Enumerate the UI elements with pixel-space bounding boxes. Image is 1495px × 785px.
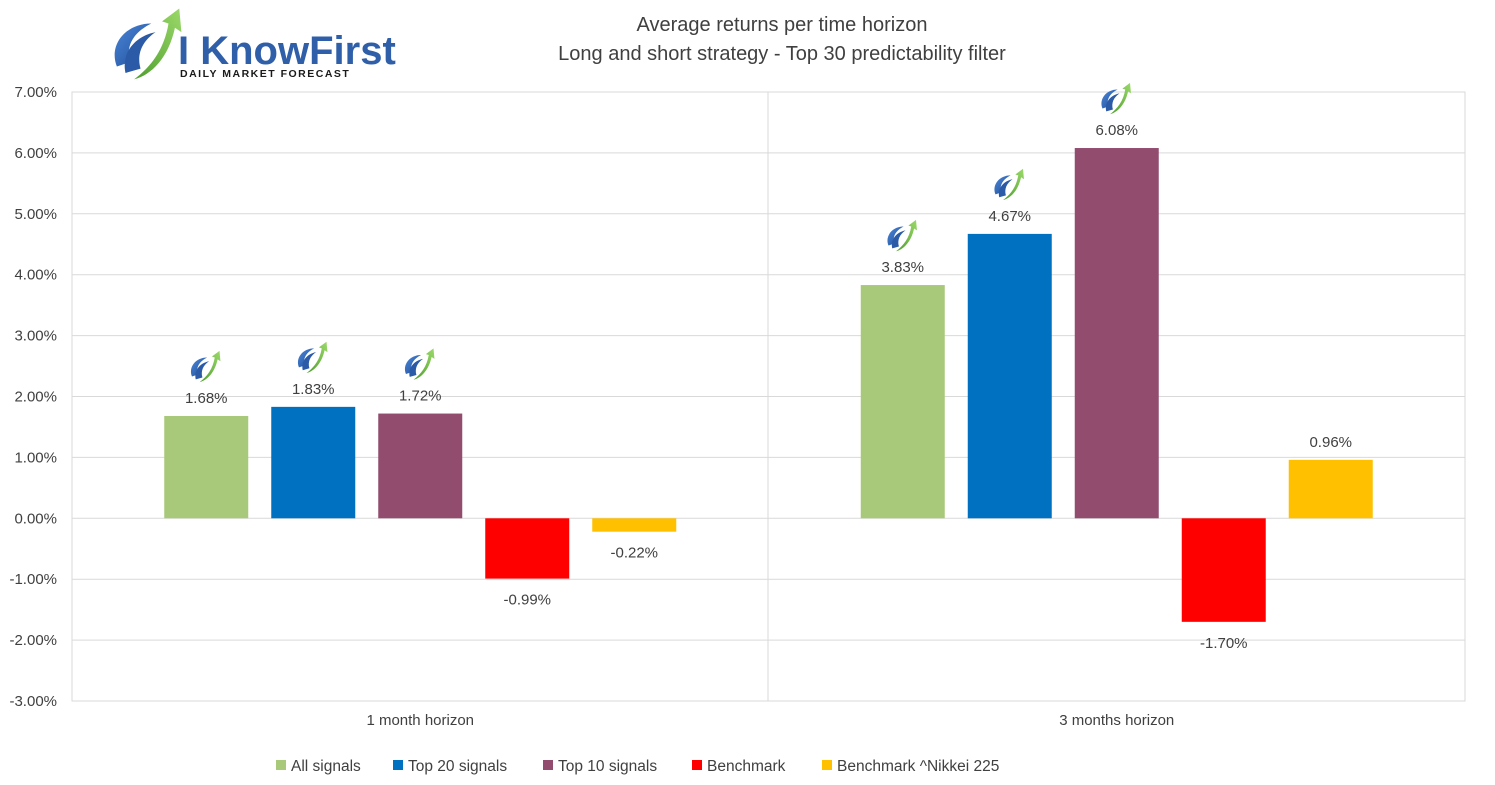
legend-swatch bbox=[692, 760, 702, 770]
legend-swatch bbox=[393, 760, 403, 770]
y-tick-label: 0.00% bbox=[14, 510, 57, 527]
category-label: 1 month horizon bbox=[366, 712, 474, 729]
y-tick-label: 1.00% bbox=[14, 449, 57, 466]
chart-title: Average returns per time horizon bbox=[637, 14, 928, 36]
data-label: -1.70% bbox=[1200, 635, 1248, 652]
legend-label: Top 10 signals bbox=[558, 758, 657, 775]
data-label: 1.72% bbox=[399, 388, 442, 405]
data-label: -0.22% bbox=[610, 545, 658, 562]
logo-badge-icon bbox=[190, 350, 221, 383]
legend-label: Benchmark bbox=[707, 758, 786, 775]
data-label: 1.83% bbox=[292, 381, 335, 398]
bar-benchmark-nikkei-225-1 bbox=[592, 518, 677, 532]
y-tick-label: 6.00% bbox=[14, 145, 57, 162]
legend: All signals Top 20 signals Top 10 signals B… bbox=[276, 758, 999, 775]
data-labels: 1.68% 1.83% 1.72% -0.99% -0.22% 3.83% 4.67% 6.0… bbox=[185, 122, 1352, 652]
legend-item: Benchmark ^Nikkei 225 bbox=[822, 758, 999, 775]
bar-all-signals-2 bbox=[860, 285, 945, 519]
legend-label: Top 20 signals bbox=[408, 758, 507, 775]
data-label: 6.08% bbox=[1095, 122, 1138, 139]
y-tick-label: 5.00% bbox=[14, 206, 57, 223]
legend-label: Benchmark ^Nikkei 225 bbox=[837, 758, 999, 775]
y-tick-label: -1.00% bbox=[9, 571, 57, 588]
y-tick-label: 4.00% bbox=[14, 267, 57, 284]
legend-item: Benchmark bbox=[692, 758, 786, 775]
bar-benchmark-2 bbox=[1181, 518, 1266, 622]
bar-top-10-signals-1 bbox=[378, 413, 463, 519]
legend-swatch bbox=[276, 760, 286, 770]
y-axis-labels: 7.00% 6.00% 5.00% 4.00% 3.00% 2.00% 1.00% 0.00%… bbox=[9, 84, 57, 710]
y-tick-label: 3.00% bbox=[14, 328, 57, 345]
data-label: 0.96% bbox=[1309, 434, 1352, 451]
legend-swatch bbox=[822, 760, 832, 770]
legend-swatch bbox=[543, 760, 553, 770]
legend-label: All signals bbox=[291, 758, 361, 775]
brand-logo: I KnowFirst DAILY MARKET FORECAST bbox=[114, 8, 396, 80]
bar-top-10-signals-2 bbox=[1074, 148, 1159, 519]
bars bbox=[164, 148, 1373, 622]
bar-top-20-signals-2 bbox=[967, 233, 1052, 519]
category-label: 3 months horizon bbox=[1059, 712, 1174, 729]
logo-badge-icon bbox=[297, 341, 328, 374]
data-label: 4.67% bbox=[988, 208, 1031, 225]
brand-logo-tagline: DAILY MARKET FORECAST bbox=[180, 68, 350, 80]
chart-subtitle: Long and short strategy - Top 30 predict… bbox=[558, 43, 1006, 65]
logo-badge-icon bbox=[404, 348, 435, 380]
brand-logo-name: I KnowFirst bbox=[178, 29, 396, 73]
logo-badge-icon bbox=[1101, 82, 1131, 115]
data-label: -0.99% bbox=[503, 592, 551, 609]
data-label: 3.83% bbox=[881, 259, 924, 276]
y-tick-label: -3.00% bbox=[9, 693, 57, 710]
bar-all-signals-1 bbox=[164, 415, 249, 519]
bar-top-20-signals-1 bbox=[271, 406, 356, 519]
legend-item: Top 10 signals bbox=[543, 758, 657, 775]
legend-item: Top 20 signals bbox=[393, 758, 507, 775]
y-tick-label: 2.00% bbox=[14, 389, 57, 406]
logo-badge-icon bbox=[887, 219, 917, 252]
bar-benchmark-1 bbox=[485, 518, 570, 579]
bar-benchmark-nikkei-225-2 bbox=[1288, 459, 1373, 519]
x-axis-labels: 1 month horizon 3 months horizon bbox=[366, 712, 1174, 729]
y-tick-label: 7.00% bbox=[14, 84, 57, 101]
y-tick-label: -2.00% bbox=[9, 632, 57, 649]
logo-badge-icon bbox=[994, 168, 1024, 201]
data-label: 1.68% bbox=[185, 390, 228, 407]
brand-logo-icon bbox=[114, 8, 182, 80]
legend-item: All signals bbox=[276, 758, 361, 775]
